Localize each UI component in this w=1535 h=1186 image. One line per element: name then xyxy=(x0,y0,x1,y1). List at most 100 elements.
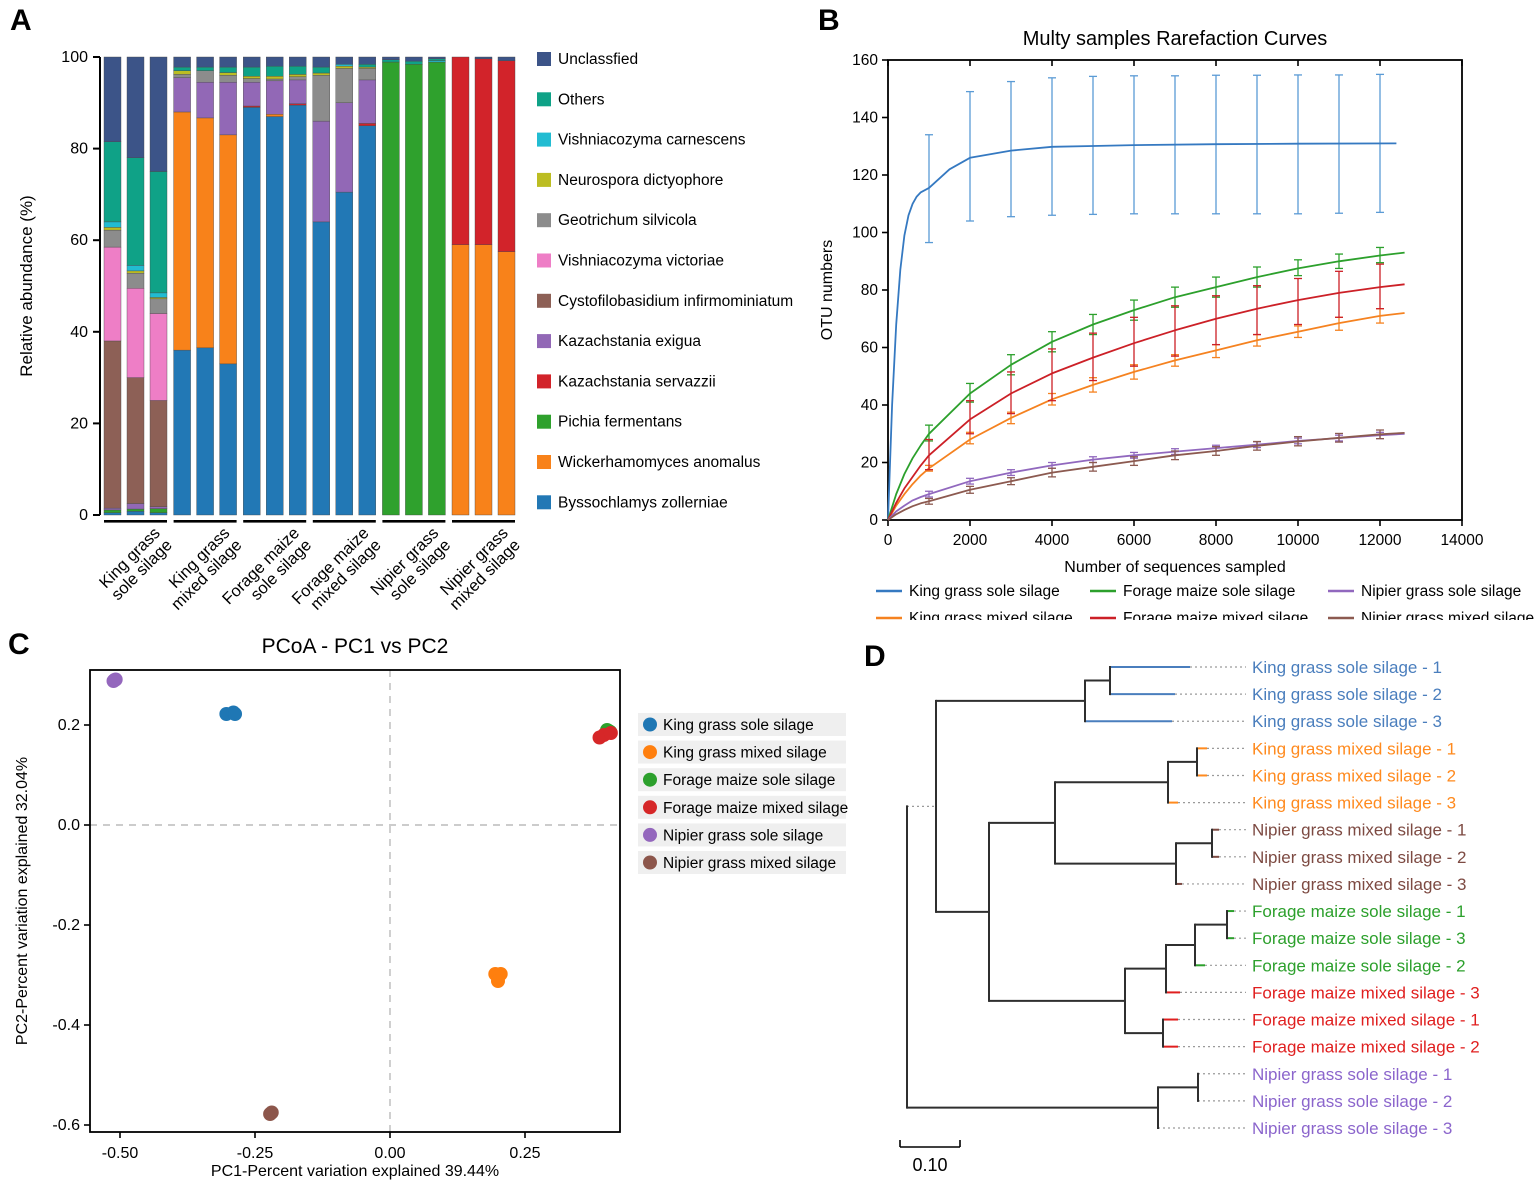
bar-segment xyxy=(266,80,284,115)
legend-swatch xyxy=(537,92,551,107)
bar-segment xyxy=(103,229,122,248)
legend-dot xyxy=(643,800,657,815)
x-tick-label: 6000 xyxy=(1117,532,1152,549)
leaf-label: Forage maize mixed silage - 3 xyxy=(1252,983,1480,1002)
group-underline xyxy=(243,520,307,523)
leaf-label: Forage maize sole silage - 2 xyxy=(1252,956,1466,975)
bar-segment xyxy=(242,78,261,83)
x-tick-label: 2000 xyxy=(953,532,988,549)
legend-dot xyxy=(643,772,657,787)
bar-segment xyxy=(405,60,423,65)
leaf-label: Nipier grass sole silage - 1 xyxy=(1252,1065,1452,1084)
legend-swatch xyxy=(537,253,551,268)
bar-segment xyxy=(358,56,376,65)
bar-segment xyxy=(103,227,122,231)
bar-segment xyxy=(173,74,191,78)
y-tick-label: 20 xyxy=(861,455,879,472)
stacked-bar-chart: 0 20 40 60 80 100 Relative abundance (%) King g… xyxy=(17,49,793,614)
leaf-label: King grass sole silage - 3 xyxy=(1252,712,1442,731)
bar-segment xyxy=(358,123,376,126)
leaf-label: King grass mixed silage - 1 xyxy=(1252,739,1456,758)
bar-segment xyxy=(219,56,237,68)
leaf-label: Nipier grass mixed silage - 3 xyxy=(1252,875,1466,894)
curve xyxy=(887,432,1405,521)
legend-item-bg xyxy=(638,851,846,874)
legend-label: Forage maize sole silage xyxy=(1123,583,1295,600)
bar-segment xyxy=(405,56,423,62)
legend-label: Nipier grass mixed silage xyxy=(1361,610,1534,620)
bar-segment xyxy=(219,81,237,136)
bar-segment xyxy=(497,251,516,516)
leaf-label: Forage maize sole silage - 1 xyxy=(1252,902,1466,921)
y-axis-title: Relative abundance (%) xyxy=(17,195,36,376)
bar-segment xyxy=(405,64,423,516)
bar-segment xyxy=(126,508,145,512)
data-point xyxy=(603,726,618,740)
bar-segment xyxy=(428,56,446,60)
y-tick-label: 160 xyxy=(852,52,878,69)
legend-label: Forage maize sole silage xyxy=(663,772,835,789)
bar-segment xyxy=(497,56,516,61)
legend-item-bg xyxy=(638,740,846,764)
bar-segment xyxy=(312,75,330,122)
bar-segment xyxy=(126,157,145,266)
legend-item-bg xyxy=(638,823,846,847)
bar-segment xyxy=(126,511,145,516)
y-tick-label: 60 xyxy=(70,232,88,249)
y-tick-label: 40 xyxy=(861,397,879,414)
group-underline xyxy=(452,520,515,523)
y-tick-label: 20 xyxy=(70,415,88,432)
leaf-label: King grass mixed silage - 2 xyxy=(1252,766,1456,785)
legend-swatch xyxy=(537,213,551,228)
bar-segment xyxy=(289,56,307,67)
leaf-label: Forage maize mixed silage - 2 xyxy=(1252,1038,1480,1057)
data-point xyxy=(107,673,122,687)
legend-swatch xyxy=(537,414,551,429)
bar-segment xyxy=(103,507,122,511)
bar-segment xyxy=(173,77,191,113)
y-tick-label: 40 xyxy=(70,324,88,341)
x-tick-label: -0.50 xyxy=(102,1145,139,1162)
legend-swatch xyxy=(537,52,551,66)
bar-segment xyxy=(242,81,261,107)
legend-label: King grass mixed silage xyxy=(663,745,827,762)
legend-dot xyxy=(643,745,657,760)
x-tick-label: 10000 xyxy=(1276,532,1319,549)
panel-d-letter: D xyxy=(864,640,886,673)
legend-label: Cystofilobasidium infirmominiatum xyxy=(558,293,793,310)
bar-segment xyxy=(149,400,168,507)
chart-title: PCoA - PC1 vs PC2 xyxy=(262,635,449,658)
x-axis-title: PC1-Percent variation explained 39.44% xyxy=(211,1163,499,1180)
bar-segment xyxy=(497,60,516,252)
legend-label: Byssochlamys zollerniae xyxy=(558,494,728,511)
legend-swatch xyxy=(537,293,551,308)
bar-segment xyxy=(474,58,493,245)
bar-segment xyxy=(266,56,284,67)
bar-segment xyxy=(312,72,330,76)
bar-segment xyxy=(103,56,122,142)
legend-swatch xyxy=(537,495,551,510)
legend-label: Forage maize mixed silage xyxy=(1123,610,1308,620)
bar-segment xyxy=(335,68,353,103)
bar-segment xyxy=(173,349,191,516)
bar-segment xyxy=(149,508,168,513)
bar-segment xyxy=(219,66,237,73)
chart-title: Multy samples Rarefaction Curves xyxy=(1023,28,1328,50)
bar-segment xyxy=(428,61,446,516)
legend-label: King grass sole silage xyxy=(663,717,814,734)
y-tick-label: 80 xyxy=(861,282,879,299)
x-tick-label: 12000 xyxy=(1358,532,1401,549)
legend-label: Others xyxy=(558,91,605,108)
data-point xyxy=(491,974,505,988)
legend-dot xyxy=(643,827,657,842)
bar-segment xyxy=(289,65,307,75)
group-underline xyxy=(173,520,237,523)
x-tick-label: 0.00 xyxy=(374,1145,405,1162)
bar-segment xyxy=(289,103,307,106)
bar-segment xyxy=(149,297,168,300)
bar-segment xyxy=(335,191,353,516)
y-tick-label: 0.2 xyxy=(58,717,80,734)
bar-segment xyxy=(266,65,284,77)
leaf-label: King grass mixed silage - 3 xyxy=(1252,794,1456,813)
